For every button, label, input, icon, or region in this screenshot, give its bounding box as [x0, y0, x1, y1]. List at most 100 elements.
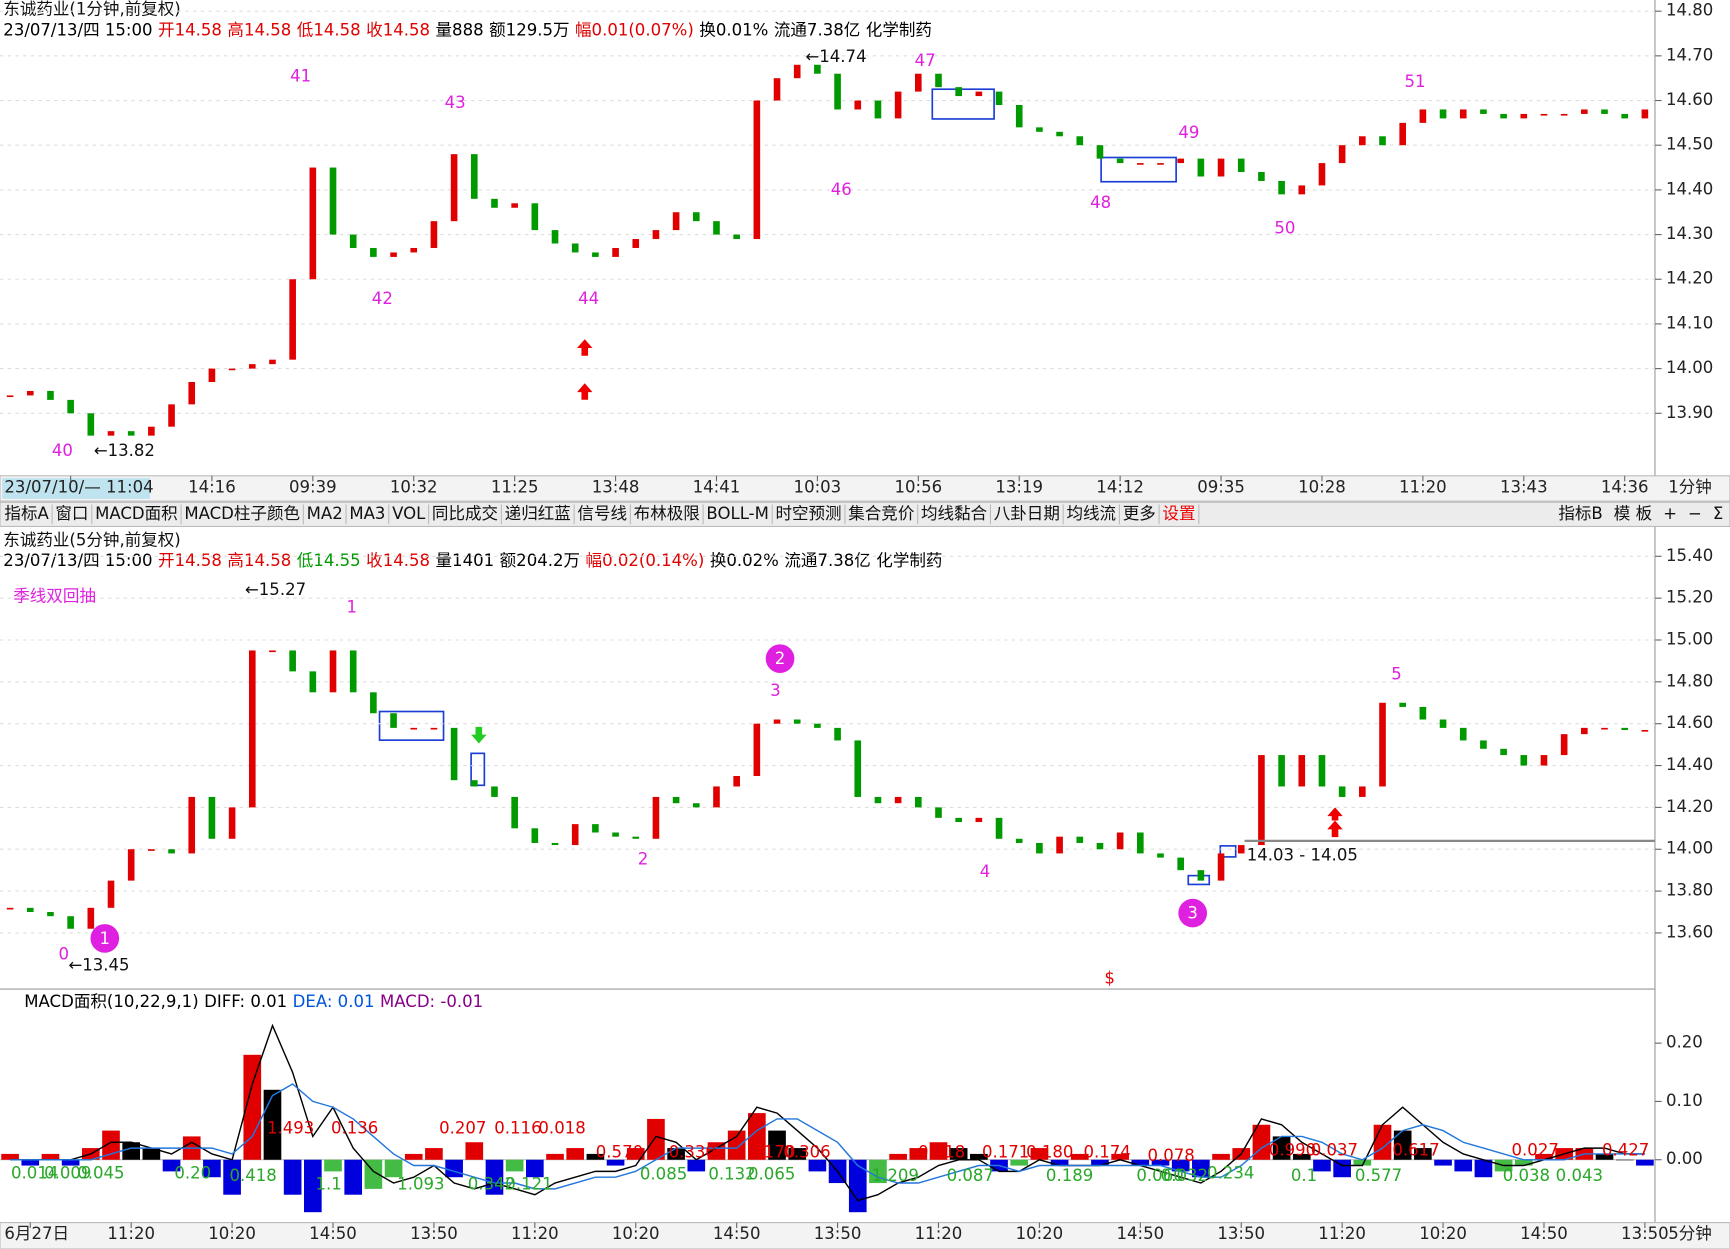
- candle: [1318, 163, 1326, 186]
- toolbar-button[interactable]: MA3: [349, 504, 385, 523]
- toolbar-button[interactable]: 窗口: [55, 504, 88, 523]
- candle: [511, 796, 518, 829]
- x-tick-label: 10:20: [1016, 1224, 1064, 1243]
- toolbar-button[interactable]: 时空预测: [775, 504, 841, 523]
- x-tick-label: 14:12: [1096, 477, 1144, 496]
- candle: [955, 87, 962, 97]
- y-tick-label: 14.60: [1666, 90, 1713, 109]
- candle: [995, 91, 1003, 105]
- annotation: ←14.74: [805, 47, 866, 66]
- toolbar-button[interactable]: 均线流: [1067, 504, 1117, 523]
- x-tick-label: 11:20: [107, 1224, 155, 1243]
- macd-bar: [788, 1148, 807, 1160]
- toolbar-button[interactable]: MACD面积: [95, 504, 178, 523]
- toolbar-button[interactable]: MA2: [307, 504, 343, 523]
- candle: [248, 650, 256, 808]
- time-axis-strip: [0, 475, 1730, 502]
- annotation: 1: [346, 597, 357, 616]
- macd-bar: [1070, 1153, 1089, 1160]
- candle: [1237, 158, 1245, 173]
- candle: [208, 796, 216, 839]
- toolbar-button[interactable]: −: [1688, 504, 1702, 523]
- candle: [1036, 127, 1043, 132]
- macd-bar: [1313, 1159, 1331, 1172]
- macd-bar: [404, 1153, 423, 1160]
- candle: [309, 167, 317, 280]
- candle: [6, 395, 14, 398]
- circle-marker: [765, 644, 795, 673]
- toolbar-button[interactable]: 八卦日期: [994, 504, 1060, 523]
- x-tick-label: 11:20: [511, 1224, 559, 1243]
- toolbar-button[interactable]: 信号线: [577, 504, 627, 523]
- candle: [370, 692, 377, 714]
- info-text: 换0.02%: [710, 551, 779, 570]
- toolbar-button[interactable]: 更多: [1123, 504, 1156, 523]
- period-label[interactable]: 5分钟: [1668, 1224, 1712, 1243]
- candle: [289, 279, 296, 360]
- candle: [672, 212, 680, 231]
- candle: [713, 221, 720, 235]
- candle: [692, 212, 700, 222]
- period-label[interactable]: 1分钟: [1668, 477, 1712, 496]
- x-tick-label: 13:19: [995, 477, 1043, 496]
- candle: [228, 368, 236, 371]
- annotation: 0.207: [439, 1118, 486, 1137]
- toolbar-button[interactable]: +: [1663, 504, 1677, 523]
- macd-bar: [1151, 1159, 1170, 1166]
- annotation: 0.065: [748, 1165, 795, 1184]
- toolbar-button[interactable]: 同比成交: [432, 504, 498, 523]
- candle: [894, 796, 902, 804]
- candle: [1540, 113, 1548, 116]
- annotation: $: [1104, 969, 1115, 988]
- toolbar-button[interactable]: 模 板: [1614, 504, 1652, 523]
- info-text: DIFF: 0.01: [204, 992, 287, 1011]
- macd-bar: [162, 1159, 181, 1172]
- macd-bar: [304, 1159, 322, 1213]
- y-tick-label: 14.30: [1666, 224, 1713, 243]
- macd-bar: [566, 1148, 585, 1160]
- toolbar-button[interactable]: 指标B: [1558, 504, 1602, 523]
- toolbar-button[interactable]: 集合竞价: [848, 504, 914, 523]
- annotation: 43: [445, 93, 466, 112]
- toolbar-button[interactable]: 设置: [1162, 504, 1195, 523]
- info-text: MACD: -0.01: [380, 992, 483, 1011]
- x-tick-label: 11:25: [491, 477, 539, 496]
- candle: [269, 650, 276, 653]
- candle: [1560, 113, 1568, 116]
- toolbar-button[interactable]: 均线黏合: [921, 504, 987, 523]
- x-tick-label: 14:36: [1601, 477, 1649, 496]
- macd-bar: [687, 1159, 706, 1172]
- candle: [410, 247, 418, 253]
- candle: [148, 849, 155, 851]
- macd-bar: [223, 1159, 241, 1195]
- toolbar-button[interactable]: Σ: [1713, 504, 1723, 523]
- x-tick-label: 6月27日: [4, 1224, 69, 1243]
- toolbar-button[interactable]: 指标A: [4, 504, 49, 523]
- candle: [349, 234, 357, 248]
- toolbar-button[interactable]: 布林极限: [634, 504, 700, 523]
- candle: [1581, 727, 1588, 735]
- annotation: 0.342: [468, 1175, 515, 1194]
- annotation: 0.306: [783, 1143, 830, 1162]
- candle: [652, 796, 660, 839]
- candle: [511, 203, 518, 208]
- toolbar-button[interactable]: 递归红蓝: [505, 504, 571, 523]
- toolbar-button[interactable]: VOL: [392, 504, 426, 523]
- candle: [1520, 755, 1528, 766]
- candle: [168, 849, 175, 854]
- candle: [1237, 845, 1245, 854]
- macd-bar: [324, 1159, 342, 1172]
- annotation: 3: [1187, 904, 1198, 923]
- candle: [127, 431, 135, 436]
- toolbar-button[interactable]: MACD柱子颜色: [184, 504, 300, 523]
- toolbar-button[interactable]: BOLL-M: [706, 504, 768, 523]
- info-text: 幅0.02(0.14%): [586, 551, 705, 570]
- annotation: 0.085: [640, 1165, 687, 1184]
- candle: [531, 203, 539, 231]
- annotation: 0.060: [1136, 1166, 1183, 1185]
- macd-bar: [344, 1159, 363, 1195]
- annotation: 1.493: [267, 1118, 314, 1137]
- candle: [1258, 172, 1265, 181]
- info-text: 幅0.01(0.07%): [575, 20, 694, 39]
- candle: [854, 740, 862, 797]
